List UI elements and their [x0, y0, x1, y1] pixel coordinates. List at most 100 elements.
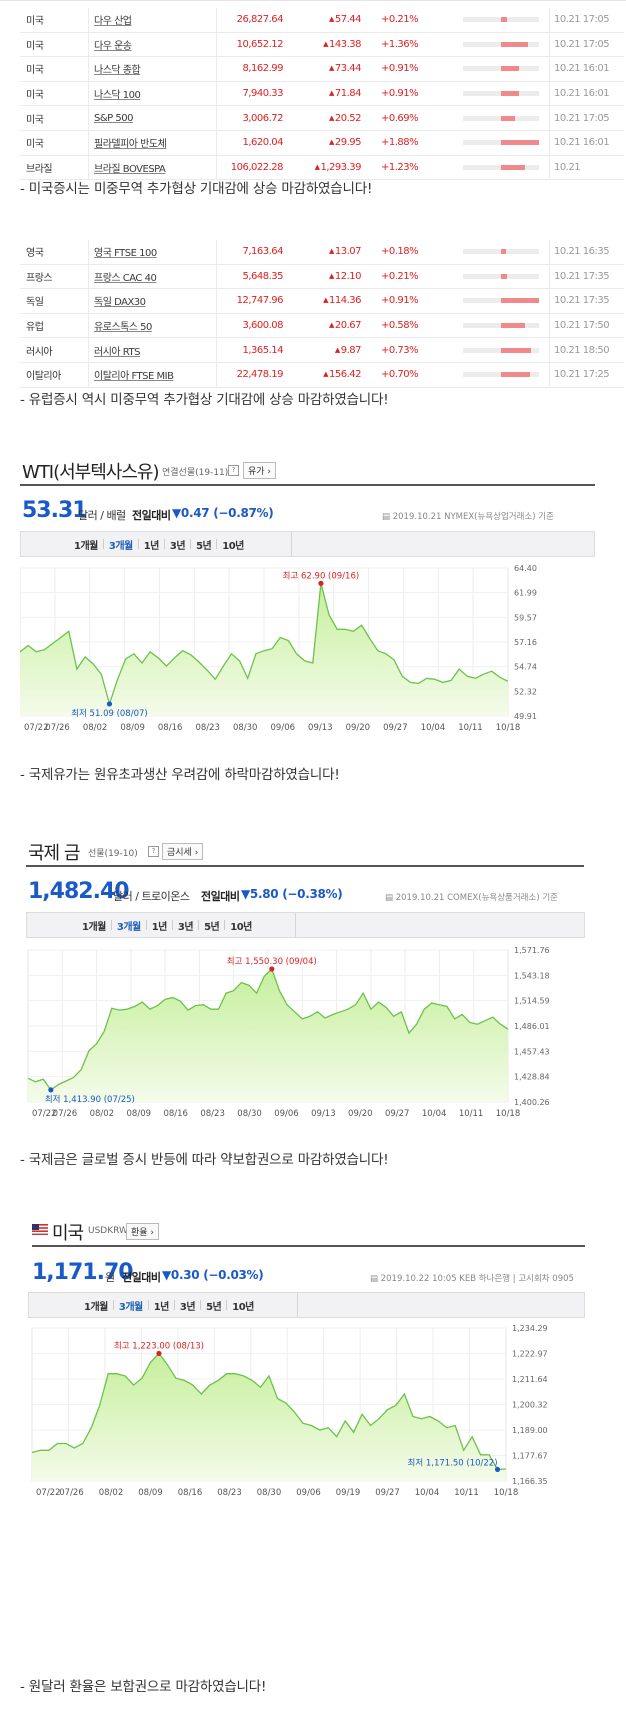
y-tick-label: 1,222.97 — [512, 1349, 548, 1358]
index-value-cell: 1,365.14 — [216, 337, 291, 363]
period-tab[interactable]: 3년 — [179, 1301, 196, 1313]
index-name-cell: 유로스톡스 50 — [88, 313, 217, 339]
period-tab[interactable]: 3년 — [177, 921, 194, 933]
index-link[interactable]: 다우 산업 — [94, 16, 132, 28]
x-tick-label: 08/09 — [120, 723, 145, 733]
tab-separator — [147, 1300, 149, 1310]
gold-source-text: 2019.10.21 COMEX(뉴욕상품거래소) 기준 — [395, 893, 558, 903]
gold-price-button[interactable]: 금시세 › — [162, 843, 204, 860]
period-tab[interactable]: 3개월 — [116, 921, 141, 933]
period-tab[interactable]: 5년 — [196, 540, 212, 552]
y-tick-label: 1,514.59 — [514, 997, 550, 1006]
usd-change: ▼0.30 (−0.03%) — [162, 1268, 264, 1282]
y-tick-label: 1,457.43 — [514, 1047, 550, 1056]
index-link[interactable]: 유로스톡스 50 — [94, 322, 152, 334]
gold-title-rule — [26, 865, 584, 867]
y-tick-label: 1,211.64 — [512, 1375, 548, 1384]
wti-source: ▤ 2019.10.21 NYMEX(뉴욕상업거래소) 기준 — [382, 510, 595, 522]
period-tab[interactable]: 3개월 — [118, 1301, 143, 1313]
index-change-value: 9.87 — [340, 344, 362, 356]
period-tab[interactable]: 10년 — [230, 921, 252, 933]
y-tick-label: 54.74 — [514, 663, 537, 672]
wti-oil-price-button[interactable]: 유가 › — [243, 462, 277, 479]
gold-change: ▼5.80 (−0.38%) — [241, 887, 343, 901]
change-bar-fill — [501, 17, 508, 23]
series-line — [27, 967, 509, 1091]
up-triangle-icon: ▲ — [328, 113, 334, 122]
x-tick-label: 09/27 — [385, 1109, 410, 1119]
change-bar — [463, 249, 539, 255]
wti-panel: WTI(서부텍사스유) 연결선물(19-11) ? 유가 › 53.31 달러 … — [20, 450, 595, 750]
index-change-value: 20.67 — [334, 320, 362, 332]
change-bar-fill — [501, 273, 508, 279]
high-label: 최고 62.90 (09/16) — [283, 570, 360, 581]
x-tick-label: 09/19 — [336, 1488, 361, 1498]
up-triangle-icon: ▲ — [328, 89, 334, 98]
x-tick-label: 08/02 — [99, 1488, 124, 1498]
tab-separator — [110, 920, 112, 930]
x-tick-label: 08/30 — [237, 1109, 261, 1119]
country-cell: 미국 — [20, 105, 89, 131]
index-time-cell: 10.21 16:01 — [549, 81, 624, 107]
index-change-cell: ▲29.95 — [291, 130, 367, 156]
help-icon[interactable]: ? — [228, 465, 239, 476]
change-bar-fill — [501, 323, 526, 329]
tab-separator — [198, 920, 200, 930]
low-marker — [48, 1087, 54, 1093]
x-tick-label: 09/13 — [311, 1109, 336, 1119]
usd-unit: 원 — [105, 1271, 115, 1284]
period-tab[interactable]: 10년 — [232, 1301, 254, 1313]
period-tab[interactable]: 3년 — [169, 540, 186, 552]
country-cell: 미국 — [20, 32, 89, 58]
high-marker — [269, 966, 275, 972]
index-link[interactable]: 독일 DAX30 — [94, 297, 146, 309]
change-bar-cell — [459, 8, 550, 33]
country-cell: 이탈리아 — [20, 362, 89, 388]
period-tab[interactable]: 1개월 — [74, 540, 98, 552]
index-link[interactable]: 이탈리아 FTSE MIB — [94, 371, 174, 383]
period-tab[interactable]: 5년 — [204, 921, 220, 933]
y-tick-label: 61.99 — [514, 589, 537, 598]
series-line — [20, 583, 509, 707]
index-time-cell: 10.21 17:05 — [549, 105, 624, 131]
tab-separator — [226, 1300, 228, 1310]
help-icon[interactable]: ? — [148, 846, 159, 857]
period-tab[interactable]: 5년 — [206, 1301, 222, 1313]
index-link[interactable]: 프랑스 CAC 40 — [94, 272, 157, 284]
period-tab[interactable]: 3개월 — [108, 540, 133, 552]
period-tab[interactable]: 1년 — [151, 921, 168, 933]
period-tab[interactable]: 10년 — [222, 540, 244, 552]
country-cell: 러시아 — [20, 337, 89, 363]
index-change-cell: ▲20.67 — [291, 313, 367, 339]
wti-price: 53.31 — [22, 498, 88, 523]
period-tab[interactable]: 1개월 — [82, 921, 106, 933]
index-link[interactable]: 다우 운송 — [94, 40, 132, 52]
x-tick-label: 10/04 — [415, 1488, 440, 1498]
index-value-cell: 5,648.35 — [216, 264, 291, 290]
index-link[interactable]: 러시아 RTS — [94, 346, 140, 358]
usd-price: 1,171.70 — [32, 1260, 134, 1285]
index-row: 미국 나스닥 종합 8,162.99 ▲73.44 +0.91% 10.21 16:01 — [20, 56, 624, 82]
gold-panel: 국제 금 선물(19-10) ? 금시세 › 1,482.40 달러 / 트로이… — [20, 830, 585, 1135]
index-link[interactable]: 브라질 BOVESPA — [94, 163, 166, 175]
index-row: 미국 나스닥 100 7,940.33 ▲71.84 +0.91% 10.21 16:01 — [20, 81, 624, 107]
change-bar-cell — [459, 56, 550, 82]
x-tick-label: 10/11 — [458, 723, 483, 733]
tab-separator — [200, 1300, 202, 1310]
period-tab[interactable]: 1년 — [153, 1301, 170, 1313]
period-tab[interactable]: 1개월 — [84, 1301, 108, 1313]
period-tab[interactable]: 1년 — [143, 540, 160, 552]
index-link[interactable]: S&P 500 — [94, 112, 133, 124]
change-bar — [463, 347, 539, 353]
index-link[interactable]: 나스닥 종합 — [94, 65, 141, 77]
index-value-cell: 22,478.19 — [216, 362, 291, 388]
index-time-cell: 10.21 17:50 — [549, 313, 624, 339]
index-change-value: 143.38 — [329, 38, 362, 50]
index-name-cell: 러시아 RTS — [88, 337, 217, 363]
index-link[interactable]: 필라델피아 반도체 — [94, 139, 167, 151]
index-link[interactable]: 나스닥 100 — [94, 90, 141, 102]
exchange-rate-button[interactable]: 환율 › — [126, 1223, 160, 1240]
usd-source: ▤ 2019.10.22 10:05 KEB 하나은행 | 고시회차 0905 — [370, 1272, 585, 1284]
index-link[interactable]: 영국 FTSE 100 — [94, 248, 157, 260]
area-fill — [32, 1353, 506, 1481]
